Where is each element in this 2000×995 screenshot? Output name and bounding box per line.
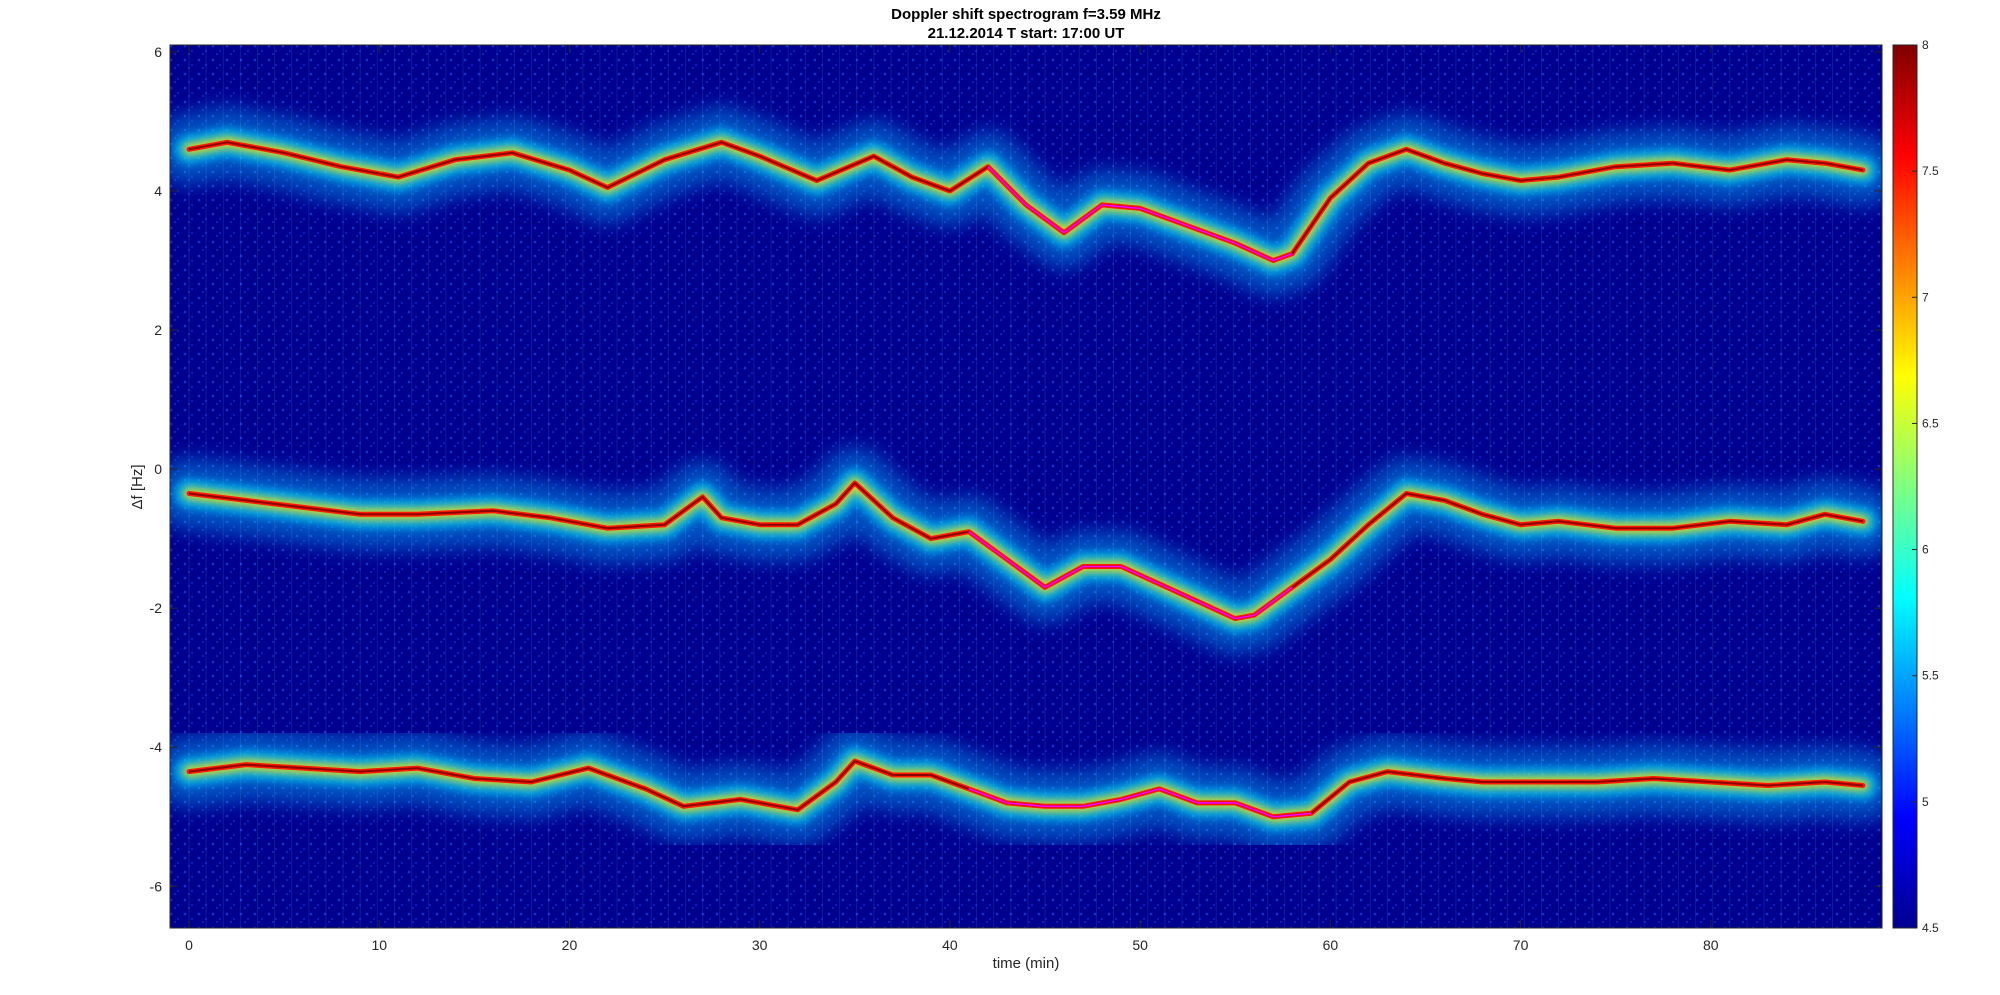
- y-tick-label: 6: [154, 44, 162, 60]
- colorbar-tick-label: 7: [1922, 290, 1929, 304]
- y-tick-label: 0: [154, 461, 162, 477]
- colorbar-tick-label: 5: [1922, 795, 1929, 809]
- colorbar-tick-label: 7.5: [1922, 164, 1939, 178]
- chart-title: Doppler shift spectrogram f=3.59 MHz: [891, 6, 1161, 23]
- plot-frame: [169, 44, 1883, 929]
- trace-magenta: [987, 166, 1293, 262]
- x-tick-label: 30: [752, 937, 768, 953]
- colorbar-gradient: [1892, 44, 1918, 929]
- x-tick-label: 10: [371, 937, 387, 953]
- y-tick-label: -6: [150, 878, 163, 894]
- x-tick-label: 40: [942, 937, 958, 953]
- y-tick-label: -2: [150, 600, 163, 616]
- y-tick-label: 2: [154, 322, 162, 338]
- colorbar-tick-label: 4.5: [1922, 921, 1939, 935]
- trace-magenta: [968, 788, 1312, 818]
- y-axis-label: Δf [Hz]: [129, 464, 146, 509]
- colorbar: 4.5 5 5.5 6 6.5 7 7.5 8: [1892, 38, 1939, 935]
- x-tick-label: 70: [1513, 937, 1529, 953]
- x-axis: 0 10 20 30 40 50 60 70 80: [185, 45, 1719, 953]
- y-axis: -6 -4 -2 0 2 4 6: [150, 44, 1882, 894]
- colorbar-tick-label: 5.5: [1922, 669, 1939, 683]
- x-axis-label: time (min): [993, 955, 1060, 972]
- x-tick-label: 50: [1132, 937, 1148, 953]
- colorbar-ticks: 4.5 5 5.5 6 6.5 7 7.5 8: [1912, 38, 1939, 935]
- y-tick-label: 4: [154, 183, 162, 199]
- colorbar-tick-label: 6: [1922, 543, 1929, 557]
- x-tick-label: 80: [1703, 937, 1719, 953]
- x-tick-label: 60: [1323, 937, 1339, 953]
- trace-magenta: [968, 531, 1293, 620]
- colorbar-tick-label: 8: [1922, 38, 1929, 52]
- x-tick-label: 0: [185, 937, 193, 953]
- plot-area: [169, 44, 1883, 929]
- colorbar-tick-label: 6.5: [1922, 416, 1939, 430]
- x-tick-label: 20: [562, 937, 578, 953]
- chart-subtitle: 21.12.2014 T start: 17:00 UT: [928, 25, 1125, 42]
- y-tick-label: -4: [150, 739, 163, 755]
- trace-layer: [186, 139, 1866, 820]
